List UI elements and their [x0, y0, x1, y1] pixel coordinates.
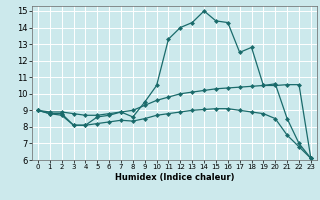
X-axis label: Humidex (Indice chaleur): Humidex (Indice chaleur) [115, 173, 234, 182]
